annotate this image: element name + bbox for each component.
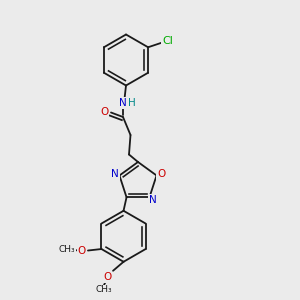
Text: O: O: [157, 169, 165, 179]
Text: CH₃: CH₃: [58, 245, 75, 254]
Text: N: N: [119, 98, 127, 108]
Text: N: N: [111, 169, 119, 179]
Text: O: O: [78, 245, 86, 256]
Text: CH₃: CH₃: [96, 286, 112, 295]
Text: N: N: [148, 195, 156, 205]
Text: O: O: [100, 106, 108, 117]
Text: Cl: Cl: [162, 36, 173, 46]
Text: H: H: [128, 98, 136, 108]
Text: O: O: [103, 272, 111, 282]
